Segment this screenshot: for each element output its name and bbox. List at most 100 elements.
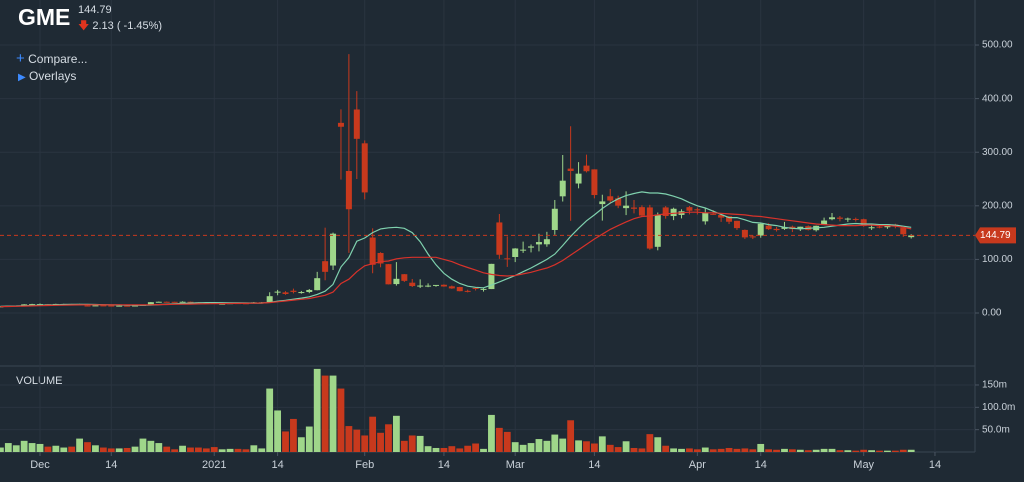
x-tick-label: Dec (30, 459, 50, 471)
candle-body (361, 143, 368, 193)
volume-bar (432, 447, 440, 452)
candle-body (765, 225, 772, 230)
candle-body (187, 301, 194, 303)
volume-bar (773, 449, 780, 452)
candle-body (385, 264, 392, 285)
candle-body (773, 228, 780, 231)
candle-body (100, 305, 107, 307)
volume-bar (480, 448, 487, 452)
candle-body (686, 207, 693, 211)
volume-bar (400, 440, 408, 452)
volume-bar (654, 437, 662, 452)
volume-bar (804, 450, 812, 452)
ma-line (0, 191, 912, 307)
x-tick-label: 14 (271, 459, 283, 471)
x-tick-label: 2021 (202, 459, 226, 471)
candle-body (282, 292, 289, 294)
candle-body (543, 239, 550, 245)
candle-body (607, 196, 614, 201)
candle-body (781, 227, 788, 229)
candle-body (266, 296, 273, 303)
y-tick-label: 300.00 (982, 147, 1013, 158)
volume-bar (242, 449, 250, 452)
compare-button[interactable]: + Compare... (16, 50, 87, 67)
candle-body (330, 233, 337, 266)
volume-bar (686, 448, 693, 452)
candle-body (535, 242, 542, 245)
volume-bar (107, 448, 115, 452)
x-tick-label: May (853, 459, 874, 471)
volume-bar (313, 368, 321, 452)
volume-bar (527, 443, 535, 452)
volume-bar (781, 448, 788, 452)
candle-body (551, 208, 558, 230)
candle-body (726, 216, 733, 222)
candle-body (147, 302, 154, 305)
volume-bar (598, 436, 606, 452)
y2-tick-label: 100.0m (982, 402, 1015, 413)
volume-bar (464, 445, 472, 452)
volume-bar (369, 416, 377, 452)
volume-bar (678, 448, 685, 452)
candle-body (369, 237, 376, 265)
candle-body (749, 236, 756, 238)
candle-body (844, 218, 851, 220)
volume-bar (416, 435, 424, 452)
candle-body (821, 220, 828, 225)
candle-body (670, 208, 677, 217)
volume-bar (52, 445, 60, 452)
candle-body (908, 235, 915, 238)
volume-bar (852, 450, 860, 452)
volume-bar (820, 448, 828, 452)
volume-bar (155, 443, 163, 452)
volume-bar (511, 442, 519, 452)
candle-body (337, 122, 344, 127)
volume-bar (290, 418, 297, 452)
change-text: 2.13 ( -1.45%) (92, 20, 163, 32)
y2-tick-label: 150m (982, 380, 1007, 391)
candle-body (448, 286, 455, 289)
candle-body (599, 201, 606, 205)
volume-bar (448, 446, 456, 452)
volume-bar (345, 426, 353, 452)
volume-bar (693, 449, 701, 452)
last-price-label: 144.79 (980, 230, 1011, 241)
candle-body (433, 284, 439, 286)
volume-bar (115, 448, 123, 452)
grid (0, 0, 975, 452)
volume-bar (456, 448, 464, 452)
volume-bar (20, 440, 28, 452)
x-tick-label: 14 (929, 459, 941, 471)
plus-icon: + (16, 50, 25, 67)
volume-bar (884, 450, 891, 452)
candle-body (401, 274, 408, 281)
volume-bar (614, 447, 622, 452)
volume-bar (488, 414, 495, 452)
x-tick-label: 14 (588, 459, 600, 471)
y-tick-label: 100.00 (982, 254, 1013, 265)
candle-body (314, 278, 321, 291)
volume-bar (36, 443, 44, 452)
candle-body (496, 222, 503, 255)
candle-body (132, 305, 139, 307)
candle-body (575, 173, 582, 184)
volume-bar (543, 440, 551, 452)
volume-bar (907, 449, 915, 452)
candle-body (623, 205, 630, 209)
overlays-button[interactable]: ▶ Overlays (18, 69, 76, 83)
volume-bar (329, 375, 337, 452)
x-tick-label: 14 (105, 459, 117, 471)
candle-body (520, 249, 527, 251)
candle-body (860, 219, 867, 227)
volume-bar (266, 388, 274, 452)
volume-bar (377, 432, 384, 452)
ma-line (0, 211, 912, 308)
candle-body (21, 304, 28, 306)
volume-bar (12, 445, 20, 452)
candle-body (353, 109, 360, 139)
last-price-tag (975, 227, 1016, 244)
candle-body (472, 287, 479, 289)
candle-body (757, 223, 764, 236)
candle-body (163, 301, 170, 303)
volume-bar (361, 435, 369, 452)
